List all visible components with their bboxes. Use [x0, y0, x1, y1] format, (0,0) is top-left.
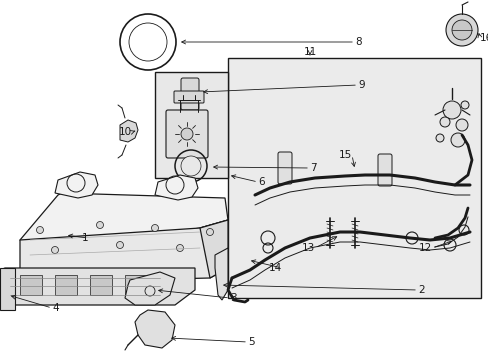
Bar: [20, 275, 42, 295]
Text: 5: 5: [247, 337, 254, 347]
Circle shape: [445, 14, 477, 46]
Text: 3: 3: [229, 293, 236, 303]
Polygon shape: [120, 120, 138, 142]
Text: 9: 9: [357, 80, 364, 90]
Circle shape: [181, 156, 201, 176]
Polygon shape: [135, 310, 175, 348]
Text: 11: 11: [303, 47, 316, 57]
Text: 4: 4: [52, 303, 59, 313]
Circle shape: [129, 23, 167, 61]
Bar: [55, 275, 77, 295]
Text: 14: 14: [268, 263, 282, 273]
Circle shape: [37, 226, 43, 234]
Text: 10: 10: [119, 127, 132, 137]
Circle shape: [460, 101, 468, 109]
Polygon shape: [0, 268, 195, 305]
Polygon shape: [125, 272, 175, 305]
Circle shape: [435, 134, 443, 142]
FancyBboxPatch shape: [278, 152, 291, 184]
Polygon shape: [20, 193, 227, 255]
FancyBboxPatch shape: [181, 78, 199, 110]
Circle shape: [96, 221, 103, 229]
FancyBboxPatch shape: [165, 110, 207, 158]
Polygon shape: [200, 220, 227, 278]
Polygon shape: [20, 220, 227, 282]
Text: 16: 16: [479, 33, 488, 43]
Circle shape: [451, 20, 471, 40]
Polygon shape: [155, 175, 198, 200]
Circle shape: [450, 133, 464, 147]
Polygon shape: [0, 268, 15, 310]
Circle shape: [181, 128, 193, 140]
Text: 7: 7: [309, 163, 316, 173]
Circle shape: [176, 244, 183, 252]
Bar: [155, 72, 227, 178]
FancyBboxPatch shape: [377, 154, 391, 186]
Circle shape: [455, 119, 467, 131]
Circle shape: [442, 101, 460, 119]
Circle shape: [206, 229, 213, 235]
Text: 2: 2: [417, 285, 424, 295]
Circle shape: [116, 242, 123, 248]
Polygon shape: [55, 172, 98, 198]
Text: 15: 15: [338, 150, 351, 160]
Bar: [90, 275, 112, 295]
Text: 13: 13: [301, 243, 314, 253]
Text: 8: 8: [354, 37, 361, 47]
Bar: [125, 275, 147, 295]
Circle shape: [151, 225, 158, 231]
Polygon shape: [215, 248, 227, 300]
Text: 6: 6: [258, 177, 264, 187]
Circle shape: [439, 117, 449, 127]
Circle shape: [51, 247, 59, 253]
FancyBboxPatch shape: [174, 91, 203, 103]
Text: 1: 1: [81, 233, 88, 243]
Bar: [227, 58, 480, 298]
Text: 12: 12: [418, 243, 431, 253]
